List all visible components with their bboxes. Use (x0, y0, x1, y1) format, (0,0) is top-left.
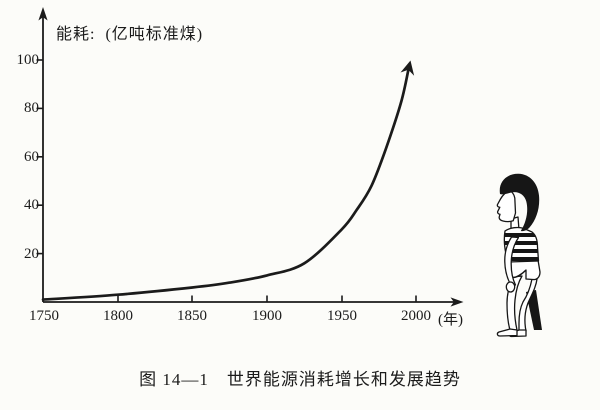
x-tick-label-1900: 1900 (252, 308, 282, 324)
x-tick-label-1950: 1950 (327, 308, 357, 324)
x-axis-unit: (年) (438, 312, 463, 328)
child-foot-front (496, 328, 518, 337)
y-axis-title: 能耗: (亿吨标准煤) (56, 26, 204, 43)
axes (42, 16, 454, 303)
x-axis-arrow-icon (450, 297, 464, 307)
y-tick-label-40: 40 (24, 197, 39, 213)
y-tick-marks (36, 59, 43, 255)
y-axis-arrow-icon (38, 7, 48, 21)
child-face (496, 190, 517, 223)
figure-caption: 图 14—1 世界能源消耗增长和发展趋势 (139, 370, 461, 389)
child-cartoon-illustration (496, 173, 542, 338)
child-hand (505, 281, 516, 293)
x-tick-marks (117, 295, 417, 302)
x-tick-label-2000: 2000 (401, 308, 431, 324)
x-tick-label-1800: 1800 (103, 308, 133, 324)
child-hair (499, 173, 540, 232)
child-shirt-stripes (504, 233, 539, 261)
y-tick-label-80: 80 (24, 100, 39, 116)
y-tick-label-60: 60 (24, 149, 39, 165)
y-tick-label-100: 100 (16, 52, 40, 68)
x-tick-label-1850: 1850 (177, 308, 207, 324)
y-tick-label-20: 20 (24, 246, 39, 262)
child-arm (504, 236, 520, 286)
x-tick-label-1750: 1750 (29, 308, 59, 324)
energy-consumption-curve (41, 60, 415, 301)
